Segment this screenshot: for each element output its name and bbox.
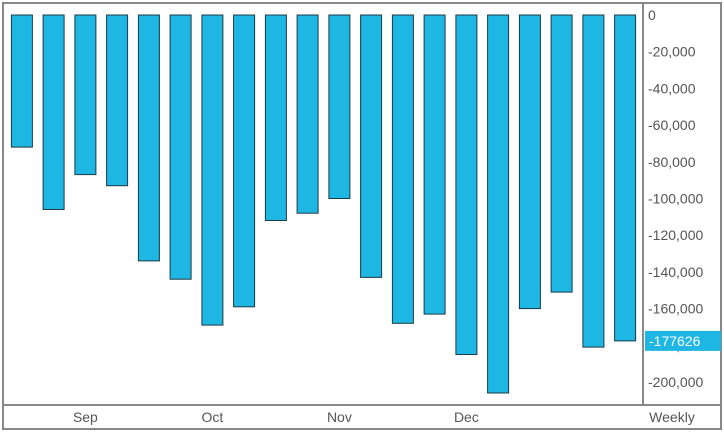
bars-group [10, 14, 637, 394]
x-tick-label: Oct [202, 409, 224, 425]
bar [614, 14, 637, 342]
y-tick-label: -60,000 [648, 117, 696, 133]
bar [550, 14, 573, 293]
y-tick-label: -20,000 [648, 44, 696, 60]
bar [169, 14, 192, 280]
x-axis-ticks: Sep Oct Nov Dec [73, 409, 479, 425]
bar [74, 14, 97, 176]
last-value-highlight [645, 330, 721, 351]
bar [10, 14, 33, 148]
bar [391, 14, 414, 324]
bar [582, 14, 605, 348]
last-value-label: -177626 [649, 333, 701, 349]
bar [487, 14, 510, 394]
y-tick-label: -40,000 [648, 80, 696, 96]
bar [106, 14, 129, 187]
x-tick-label: Nov [327, 409, 352, 425]
y-tick-label: -200,000 [648, 374, 703, 390]
bar [423, 14, 446, 315]
bar [360, 14, 383, 278]
bar [233, 14, 256, 308]
bar [296, 14, 319, 214]
bar [455, 14, 478, 355]
bar [201, 14, 224, 326]
bar [518, 14, 541, 310]
x-tick-label: Dec [454, 409, 479, 425]
bar [137, 14, 160, 262]
y-tick-label: 0 [648, 7, 656, 23]
y-tick-label: -120,000 [648, 227, 703, 243]
y-tick-label: -80,000 [648, 154, 696, 170]
bar [42, 14, 65, 210]
bar [328, 14, 351, 199]
y-tick-label: -140,000 [648, 264, 703, 280]
x-tick-label: Sep [73, 409, 98, 425]
x-axis-period-label: Weekly [649, 409, 695, 425]
y-tick-label: -160,000 [648, 301, 703, 317]
y-tick-label: -100,000 [648, 191, 703, 207]
bar [264, 14, 287, 221]
